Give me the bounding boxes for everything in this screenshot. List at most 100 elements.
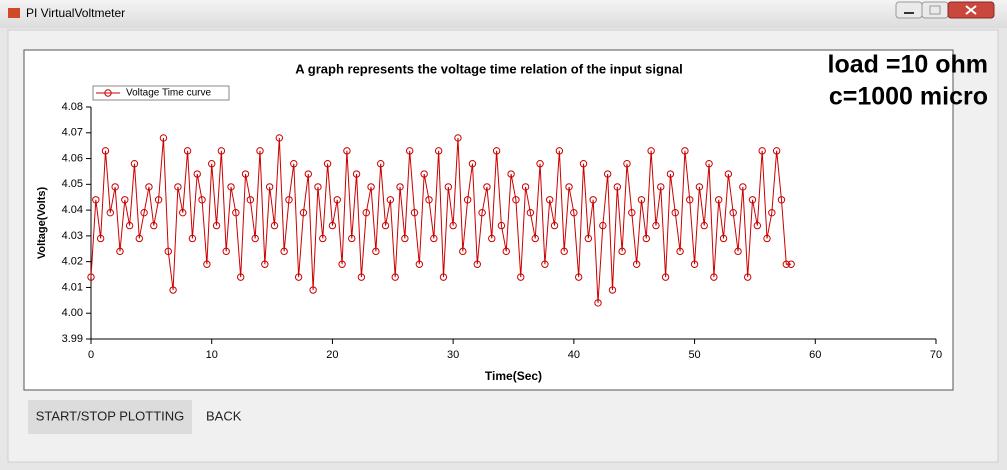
y-tick-label: 4.08: [62, 101, 83, 113]
data-point: [410, 208, 419, 217]
chart-title: A graph represents the voltage time rela…: [295, 61, 682, 76]
back-button[interactable]: BACK: [206, 408, 242, 423]
data-point: [787, 260, 795, 268]
data-point: [632, 260, 641, 268]
start-stop-label[interactable]: START/STOP PLOTTING: [36, 408, 185, 423]
data-point: [415, 260, 424, 268]
data-point: [338, 260, 346, 268]
legend-marker: [104, 89, 112, 97]
data-point: [251, 234, 259, 243]
data-point: [768, 208, 776, 217]
window-title: PI VirtualVoltmeter: [26, 6, 125, 20]
data-point: [164, 247, 172, 256]
data-point: [367, 183, 375, 191]
data-point: [304, 170, 312, 178]
data-point: [87, 273, 95, 281]
data-point: [560, 247, 568, 256]
app-icon: [8, 8, 20, 18]
data-point: [401, 234, 409, 243]
data-point: [686, 196, 694, 204]
data-point: [140, 208, 148, 217]
y-tick-label: 4.05: [62, 178, 83, 190]
data-point: [579, 160, 588, 168]
data-point: [589, 196, 597, 204]
data-point: [193, 170, 201, 178]
data-point: [574, 273, 583, 281]
data-point: [270, 221, 279, 230]
data-point: [599, 221, 607, 230]
data-point: [174, 183, 182, 191]
data-point: [116, 247, 124, 256]
data-point: [232, 208, 240, 217]
data-point: [492, 147, 501, 155]
data-point: [468, 160, 477, 168]
annotation: load =10 ohm: [828, 51, 988, 79]
data-point: [710, 273, 718, 281]
data-point: [488, 234, 496, 243]
x-tick-label: 20: [326, 349, 338, 361]
data-point: [420, 170, 428, 178]
data-point: [101, 147, 110, 155]
data-point: [676, 247, 684, 256]
data-point: [314, 183, 322, 191]
data-point: [507, 170, 515, 178]
data-point: [618, 247, 626, 256]
data-point: [657, 183, 665, 191]
y-tick-label: 4.04: [62, 204, 83, 216]
data-point: [386, 196, 395, 204]
data-point: [541, 260, 549, 268]
data-point: [188, 234, 197, 243]
data-point: [121, 196, 129, 204]
data-point: [125, 221, 134, 230]
y-tick-label: 4.03: [62, 230, 83, 242]
data-point: [739, 183, 747, 191]
data-point: [671, 208, 679, 217]
maximize-button[interactable]: [921, 1, 949, 19]
data-point: [106, 208, 115, 217]
data-point: [459, 247, 467, 256]
data-point: [642, 234, 650, 243]
data-point: [92, 196, 100, 204]
data-point: [555, 147, 564, 155]
data-point: [603, 170, 612, 178]
data-point: [96, 234, 105, 243]
data-point: [570, 208, 578, 217]
y-tick-label: 4.01: [62, 281, 83, 293]
data-point: [719, 234, 728, 243]
data-point: [594, 299, 602, 307]
y-tick-label: 4.06: [62, 152, 83, 164]
data-point: [434, 147, 443, 155]
data-point: [681, 147, 689, 155]
data-point: [763, 234, 771, 243]
data-point: [666, 170, 675, 178]
data-point: [111, 183, 119, 191]
series-line: [90, 137, 792, 303]
data-point: [294, 273, 303, 281]
data-point: [377, 160, 385, 168]
data-point: [159, 134, 168, 142]
data-point: [130, 160, 139, 168]
data-point: [150, 221, 158, 230]
data-point: [280, 247, 288, 256]
start-stop-button[interactable]: [28, 400, 192, 434]
data-point: [256, 147, 264, 155]
data-point: [425, 196, 433, 204]
x-tick-label: 10: [206, 349, 218, 361]
data-point: [203, 260, 211, 268]
data-point: [430, 234, 438, 243]
data-point: [357, 273, 366, 281]
data-point: [748, 196, 757, 204]
y-tick-label: 4.00: [62, 307, 83, 319]
data-point: [299, 208, 308, 217]
chart: A graph represents the voltage time rela…: [36, 51, 988, 384]
minimize-button[interactable]: [895, 1, 923, 19]
x-tick-label: 0: [88, 349, 94, 361]
data-point: [647, 147, 655, 155]
data-point: [439, 273, 448, 281]
data-point: [405, 147, 414, 155]
legend-box: [92, 85, 230, 101]
data-point: [478, 208, 486, 217]
data-point: [565, 183, 573, 191]
x-axis-label: Time(Sec): [485, 369, 542, 383]
data-point: [236, 273, 245, 281]
